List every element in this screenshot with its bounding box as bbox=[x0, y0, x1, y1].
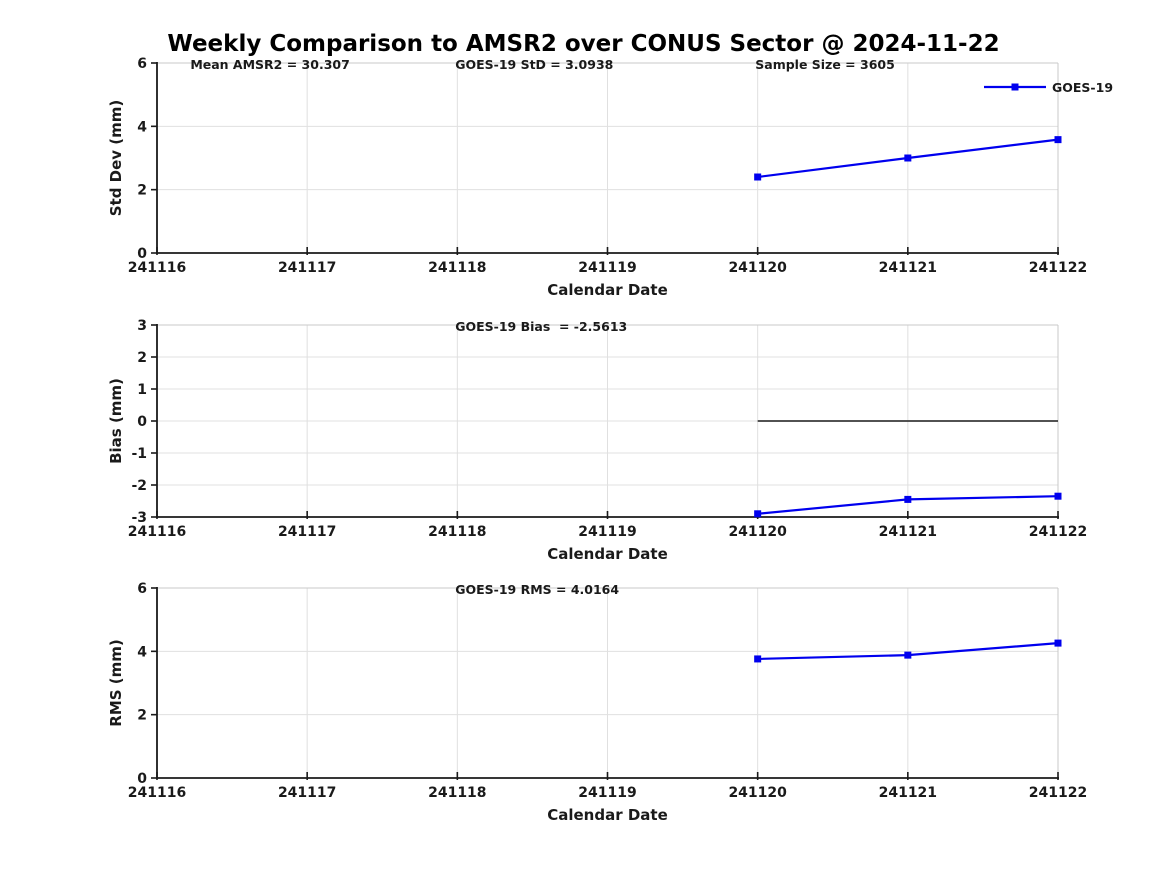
subplot-bias-x-tick-label: 241119 bbox=[578, 524, 636, 540]
subplot-bias-y-tick-label: -1 bbox=[131, 446, 147, 462]
subplot-std-dev-y-tick-label: 0 bbox=[137, 246, 147, 262]
legend-marker-sample bbox=[1011, 83, 1019, 91]
subplot-rms-y-tick-label: 0 bbox=[137, 771, 147, 787]
subplot-std-dev-y-tick-label: 2 bbox=[137, 183, 147, 199]
subplot-rms-x-tick-label: 241120 bbox=[728, 785, 787, 801]
subplot-rms-x-tick-label: 241116 bbox=[128, 785, 186, 801]
subplot-rms-x-tick-label: 241121 bbox=[879, 785, 937, 801]
subplot-bias-annotation-0: GOES-19 Bias = -2.5613 bbox=[455, 319, 627, 334]
subplot-bias-y-axis-label: Bias (mm) bbox=[107, 378, 125, 464]
subplot-std-dev-x-tick-label: 241121 bbox=[879, 260, 937, 276]
subplot-std-dev-y-tick-label: 6 bbox=[137, 56, 147, 72]
subplot-std-dev-x-tick-label: 241118 bbox=[428, 260, 486, 276]
legend-label: GOES-19 bbox=[1052, 80, 1113, 95]
subplot-bias-y-tick-label: 2 bbox=[137, 350, 147, 366]
subplot-bias-series-marker bbox=[1054, 492, 1062, 500]
subplot-bias-x-tick-label: 241116 bbox=[128, 524, 186, 540]
subplot-rms-y-axis-label: RMS (mm) bbox=[107, 639, 125, 726]
subplot-rms-x-tick-label: 241117 bbox=[278, 785, 336, 801]
subplot-rms-series-marker bbox=[904, 651, 912, 659]
subplot-std-dev-y-axis-label: Std Dev (mm) bbox=[107, 100, 125, 217]
subplot-rms-y-tick-label: 2 bbox=[137, 708, 147, 724]
subplot-rms-x-tick-label: 241118 bbox=[428, 785, 486, 801]
subplot-bias-x-tick-label: 241118 bbox=[428, 524, 486, 540]
subplot-rms-y-tick-label: 4 bbox=[137, 644, 147, 660]
subplot-std-dev-annotation-0: Mean AMSR2 = 30.307 bbox=[190, 57, 349, 72]
subplot-rms-y-tick-label: 6 bbox=[137, 581, 147, 597]
subplot-bias-series-marker bbox=[904, 495, 912, 503]
subplot-bias-y-tick-label: 0 bbox=[137, 414, 147, 430]
subplot-rms-x-axis-label: Calendar Date bbox=[547, 806, 668, 824]
subplot-bias-x-axis-label: Calendar Date bbox=[547, 545, 668, 563]
chart-title: Weekly Comparison to AMSR2 over CONUS Se… bbox=[167, 31, 1000, 57]
subplot-std-dev-x-tick-label: 241120 bbox=[728, 260, 787, 276]
subplot-std-dev-x-tick-label: 241117 bbox=[278, 260, 336, 276]
subplot-bias-y-tick-label: -2 bbox=[131, 478, 147, 494]
subplot-std-dev-annotation-1: GOES-19 StD = 3.0938 bbox=[455, 57, 613, 72]
subplot-std-dev-series-marker bbox=[904, 154, 912, 162]
subplot-bias-series-marker bbox=[754, 510, 762, 518]
subplot-rms-annotation-0: GOES-19 RMS = 4.0164 bbox=[455, 582, 619, 597]
subplot-bias-x-tick-label: 241121 bbox=[879, 524, 937, 540]
subplot-rms-x-tick-label: 241122 bbox=[1029, 785, 1087, 801]
subplot-std-dev-x-tick-label: 241116 bbox=[128, 260, 186, 276]
subplot-rms-x-tick-label: 241119 bbox=[578, 785, 636, 801]
subplot-std-dev-y-tick-label: 4 bbox=[137, 119, 147, 135]
subplot-bias-x-tick-label: 241120 bbox=[728, 524, 787, 540]
subplot-bias-x-tick-label: 241122 bbox=[1029, 524, 1087, 540]
subplot-std-dev-x-tick-label: 241119 bbox=[578, 260, 636, 276]
subplot-std-dev-series-marker bbox=[754, 173, 762, 181]
subplot-rms-series-marker bbox=[1054, 639, 1062, 647]
subplot-rms-series-marker bbox=[754, 655, 762, 663]
subplot-bias-y-tick-label: -3 bbox=[131, 510, 147, 526]
subplot-std-dev-x-tick-label: 241122 bbox=[1029, 260, 1087, 276]
subplot-std-dev-x-axis-label: Calendar Date bbox=[547, 281, 668, 299]
subplot-std-dev-series-marker bbox=[1054, 136, 1062, 144]
subplot-bias-x-tick-label: 241117 bbox=[278, 524, 336, 540]
subplot-bias-y-tick-label: 1 bbox=[137, 382, 147, 398]
subplot-bias-y-tick-label: 3 bbox=[137, 318, 147, 334]
subplot-std-dev-annotation-2: Sample Size = 3605 bbox=[755, 57, 895, 72]
